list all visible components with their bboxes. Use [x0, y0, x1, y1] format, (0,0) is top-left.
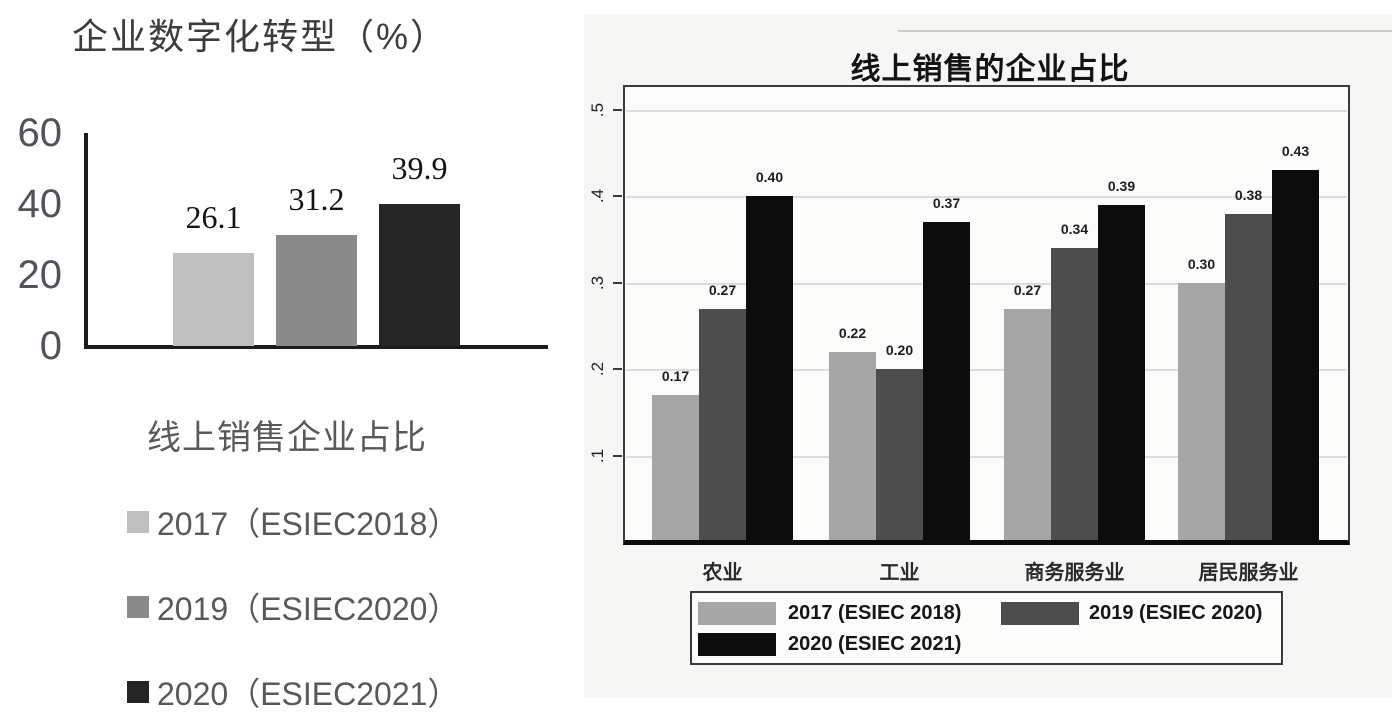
right-bar	[876, 369, 923, 543]
left-axis-tick-label: 0	[39, 324, 62, 368]
right-gridline	[626, 110, 1347, 112]
right-bar	[699, 308, 746, 543]
right-bar	[652, 395, 699, 543]
right-bar	[1178, 282, 1225, 543]
right-category-label: 工业	[879, 562, 920, 584]
right-category-label: 商务服务业	[1024, 562, 1125, 584]
left-bar	[276, 235, 357, 346]
right-axis-tick	[613, 195, 622, 198]
left-legend: 2017（ESIEC2018） 2019（ESIEC2020） 2020（ESI…	[127, 500, 459, 712]
legend-label-2019: 2019（ESIEC2020）	[157, 591, 460, 627]
right-bar-value-label: 0.27	[1013, 281, 1042, 298]
right-bar	[1051, 248, 1098, 543]
left-axis-tick-label: 40	[17, 182, 63, 226]
left-legend-title: 线上销售企业占比	[147, 419, 427, 457]
left-y-axis-line	[84, 133, 88, 348]
right-bar-value-label: 0.20	[885, 342, 914, 359]
right-category-label: 农业	[702, 562, 743, 584]
legend-label-2020: 2020 (ESIEC 2021)	[788, 633, 962, 655]
right-axis-tick	[613, 368, 622, 371]
legend-swatch-2017	[698, 602, 776, 625]
right-bar-value-label: 0.39	[1107, 178, 1136, 195]
left-chart-title: 企业数字化转型（%）	[71, 16, 448, 57]
legend-swatch-2020	[127, 681, 149, 703]
left-bar-value-label: 26.1	[185, 199, 242, 236]
right-bar	[1098, 205, 1145, 543]
right-legend: 2017 (ESIEC 2018) 2019 (ESIEC 2020) 2020…	[690, 591, 1283, 665]
right-axis-tick-label: .5	[588, 102, 607, 118]
right-axis-tick	[613, 109, 622, 111]
right-axis-tick-label: .3	[588, 275, 607, 290]
right-bar-value-label: 0.40	[755, 169, 784, 186]
left-axis-tick-label: 60	[17, 111, 63, 155]
right-bar-value-label: 0.34	[1060, 221, 1089, 238]
legend-item-2017: 2017（ESIEC2018）	[127, 500, 459, 544]
left-bar-value-label: 31.2	[288, 181, 345, 218]
left-x-axis-line	[84, 345, 548, 349]
right-gridline	[626, 282, 1347, 285]
legend-item-2020: 2020（ESIEC2021）	[127, 670, 459, 712]
right-bar-value-label: 0.17	[661, 368, 690, 385]
left-bar	[173, 253, 254, 346]
right-axis-tick	[613, 454, 622, 457]
left-bar	[379, 204, 460, 346]
right-bar	[1272, 170, 1319, 543]
right-gridline	[626, 455, 1347, 458]
legend-swatch-2017	[127, 511, 149, 533]
right-bar-value-label: 0.37	[932, 195, 961, 212]
scan-artifact-line	[898, 30, 1392, 32]
legend-label-2017: 2017（ESIEC2018）	[157, 506, 460, 542]
right-bar-value-label: 0.38	[1234, 186, 1263, 203]
legend-swatch-2020	[698, 633, 776, 656]
legend-label-2017: 2017 (ESIEC 2018)	[788, 602, 962, 624]
legend-label-2019: 2019 (ESIEC 2020)	[1089, 602, 1263, 624]
left-axis-tick-label: 20	[17, 253, 63, 297]
right-bar	[746, 196, 793, 543]
right-bar-value-label: 0.27	[708, 281, 737, 298]
right-axis-tick-label: .1	[588, 448, 607, 463]
legend-swatch-2019	[1001, 602, 1079, 625]
legend-item-2019: 2019（ESIEC2020）	[127, 585, 459, 629]
right-gridline	[626, 196, 1347, 199]
right-chart-title: 线上销售的企业占比	[850, 53, 1130, 86]
right-bar-value-label: 0.22	[838, 324, 867, 341]
legend-swatch-2019	[127, 596, 149, 618]
right-bar	[829, 351, 876, 543]
right-axis-tick-label: .2	[588, 362, 607, 377]
right-axis-tick	[613, 281, 622, 284]
right-bar-value-label: 0.30	[1187, 255, 1216, 272]
right-axis-tick-label: .4	[588, 189, 607, 204]
legend-label-2020: 2020（ESIEC2021）	[157, 676, 460, 712]
right-bar-value-label: 0.43	[1281, 143, 1310, 160]
left-bar-value-label: 39.9	[391, 150, 448, 187]
right-bar	[923, 222, 970, 543]
right-category-label: 居民服务业	[1198, 562, 1299, 584]
right-bar	[1004, 308, 1051, 543]
right-gridline	[626, 369, 1347, 372]
right-bar	[1225, 213, 1272, 543]
